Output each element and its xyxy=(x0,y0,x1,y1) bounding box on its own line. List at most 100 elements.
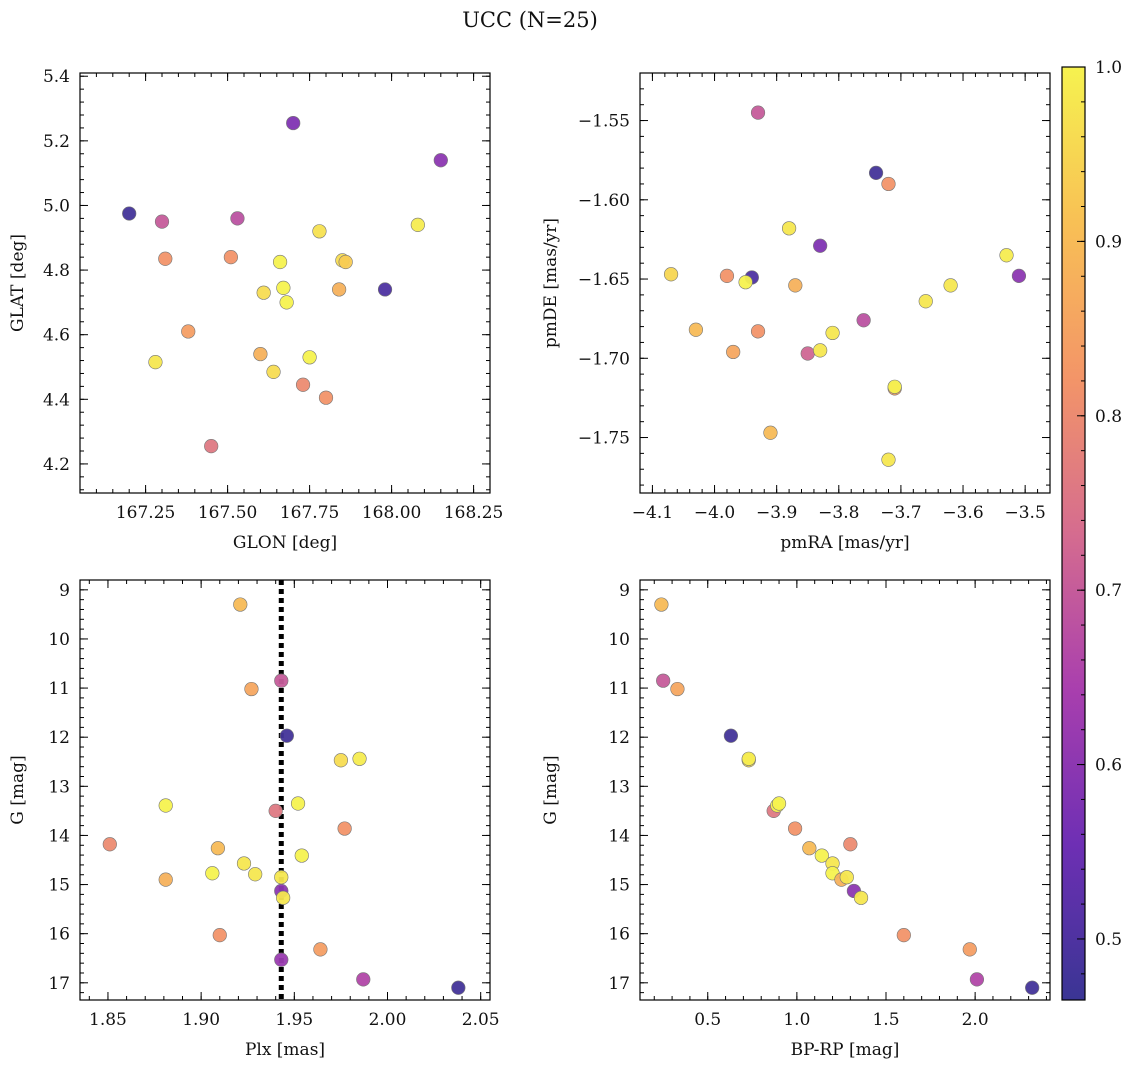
scatter-point xyxy=(274,673,289,688)
scatter-point xyxy=(279,295,294,310)
x-tick-label: −3.8 xyxy=(818,503,859,523)
scatter-point xyxy=(276,280,291,295)
scatter-point xyxy=(969,972,985,987)
scatter-point xyxy=(337,821,352,836)
scatter-panel-2: −4.1 −4.0 −3.9 −3.8 −3.7 −3.6 −3.5 −1.75 −1.70 −1… xyxy=(541,72,1051,553)
y-tick-label: 5.0 xyxy=(43,196,70,216)
scatter-panel-3: 1.85 1.90 1.95 2.00 2.05 9 10 11 12 13 14 15 16 17 Plx… xyxy=(8,579,500,1060)
scatter-point xyxy=(276,890,291,905)
scatter-point xyxy=(663,267,679,282)
y-axis-label: GLAT [deg] xyxy=(8,234,28,332)
scatter-point xyxy=(670,681,685,697)
scatter-point xyxy=(881,176,896,192)
scatter-point xyxy=(274,870,289,885)
x-tick-label: 1.5 xyxy=(872,1010,899,1030)
colorbar-tick-label: 0.8 xyxy=(1095,407,1122,427)
y-tick-label: 11 xyxy=(608,679,630,699)
axis-ticks xyxy=(80,579,490,1000)
scatter-point xyxy=(813,343,828,358)
x-tick-label: −3.5 xyxy=(1005,503,1046,523)
scatter-point xyxy=(223,250,238,265)
scatter-point xyxy=(843,837,858,852)
scatter-point xyxy=(256,285,271,300)
scatter-point xyxy=(896,928,911,943)
y-tick-label: 16 xyxy=(48,925,70,945)
scatter-point xyxy=(274,952,289,967)
y-tick-label: −1.65 xyxy=(578,270,630,290)
scatter-point xyxy=(102,837,117,852)
y-tick-label: 9 xyxy=(619,581,630,601)
y-tick-label: 11 xyxy=(48,679,70,699)
x-tick-label: 2.00 xyxy=(369,1010,407,1030)
scatter-point xyxy=(272,254,288,270)
y-tick-label: 15 xyxy=(48,876,70,896)
colorbar-tick-label: 0.7 xyxy=(1095,581,1122,601)
colorbar-tick-label: 0.5 xyxy=(1095,930,1122,950)
scatter-point xyxy=(433,153,448,168)
x-tick-label: 1.85 xyxy=(89,1010,127,1030)
scatter-point xyxy=(868,165,884,180)
y-tick-label: 16 xyxy=(608,925,630,945)
y-tick-label: 12 xyxy=(608,728,630,748)
x-tick-label: 1.90 xyxy=(182,1010,220,1030)
y-tick-label: −1.60 xyxy=(578,191,630,211)
scatter-panel-1: 167.25 167.50 167.75 168.00 168.25 4.2 4.4 4.6 4… xyxy=(8,67,503,553)
x-tick-label: −3.7 xyxy=(880,503,921,523)
scatter-point xyxy=(205,866,220,881)
scatter-point xyxy=(656,673,671,688)
x-tick-label: −3.9 xyxy=(756,503,797,523)
x-tick-label: 2.0 xyxy=(962,1010,989,1030)
scatter-point xyxy=(856,313,871,328)
scatter-point xyxy=(451,980,466,995)
scatter-point xyxy=(918,294,933,309)
axes-frame xyxy=(639,72,1051,494)
y-tick-label: −1.70 xyxy=(578,349,630,369)
scatter-point xyxy=(312,224,327,239)
y-tick-label: 12 xyxy=(48,728,70,748)
scatter-point xyxy=(352,751,367,766)
x-tick-label: 167.25 xyxy=(116,503,175,523)
figure-title: UCC (N=25) xyxy=(462,8,598,32)
scatter-point xyxy=(688,322,704,337)
y-tick-label: 10 xyxy=(608,630,630,650)
scatter-point xyxy=(741,751,756,766)
axis-ticks xyxy=(79,73,491,493)
y-tick-label: 14 xyxy=(48,826,70,846)
scatter-point xyxy=(290,796,306,811)
colorbar-tick-label: 1.0 xyxy=(1095,58,1122,78)
y-tick-label: 4.4 xyxy=(43,390,70,410)
scatter-point xyxy=(781,221,797,236)
scatter-point xyxy=(294,848,309,863)
scatter-point xyxy=(853,890,869,905)
scatter-point xyxy=(1011,268,1027,283)
scatter-point xyxy=(763,425,778,440)
scatter-point xyxy=(313,942,328,957)
scatter-point xyxy=(244,681,259,697)
scatter-point xyxy=(788,278,803,293)
x-tick-label: 167.75 xyxy=(280,503,339,523)
scatter-point xyxy=(654,597,669,612)
y-tick-label: 10 xyxy=(48,630,70,650)
scatter-points xyxy=(654,597,1040,995)
scatter-point xyxy=(181,324,196,339)
scatter-point xyxy=(814,848,829,863)
x-axis-label: BP-RP [mag] xyxy=(791,1040,900,1060)
scatter-point xyxy=(999,248,1014,263)
x-tick-label: 1.0 xyxy=(783,1010,810,1030)
y-axis-label: G [mag] xyxy=(541,755,561,824)
scatter-point xyxy=(332,282,347,297)
scatter-point xyxy=(266,364,281,379)
scatter-point xyxy=(839,870,854,885)
scatter-point xyxy=(210,841,226,856)
y-tick-label: −1.55 xyxy=(578,112,630,132)
scatter-point xyxy=(204,439,219,454)
x-axis-label: GLON [deg] xyxy=(233,533,337,553)
x-tick-label: −4.0 xyxy=(694,503,735,523)
scatter-point xyxy=(302,350,317,365)
scatter-points xyxy=(663,105,1027,467)
y-axis-label: G [mag] xyxy=(8,755,28,824)
scatter-panel-4: 0.5 1.0 1.5 2.0 9 10 11 12 13 14 15 16 17 BP-RP [mag]… xyxy=(541,579,1051,1060)
colorbar: 0.5 0.6 0.7 0.8 0.9 1.0 xyxy=(1061,58,1122,1001)
x-tick-label: 167.50 xyxy=(198,503,257,523)
